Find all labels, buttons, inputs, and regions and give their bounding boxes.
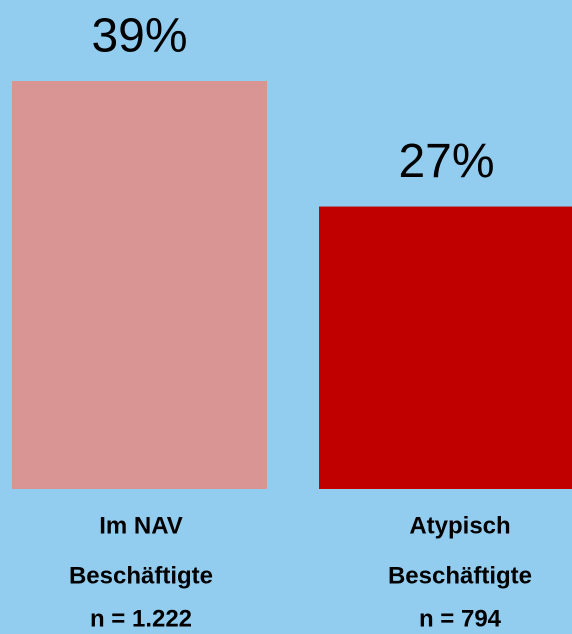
category-label: Beschäftigte bbox=[388, 562, 532, 589]
bar bbox=[319, 206, 572, 490]
category-label: Im NAV bbox=[99, 512, 183, 539]
category-label: Beschäftigte bbox=[69, 562, 213, 589]
category-label: n = 1.222 bbox=[90, 605, 192, 632]
category-label: Atypisch bbox=[409, 512, 510, 539]
value-label: 27% bbox=[398, 135, 494, 188]
value-label: 39% bbox=[91, 10, 187, 63]
bar bbox=[12, 81, 267, 489]
category-label: n = 794 bbox=[419, 605, 502, 632]
